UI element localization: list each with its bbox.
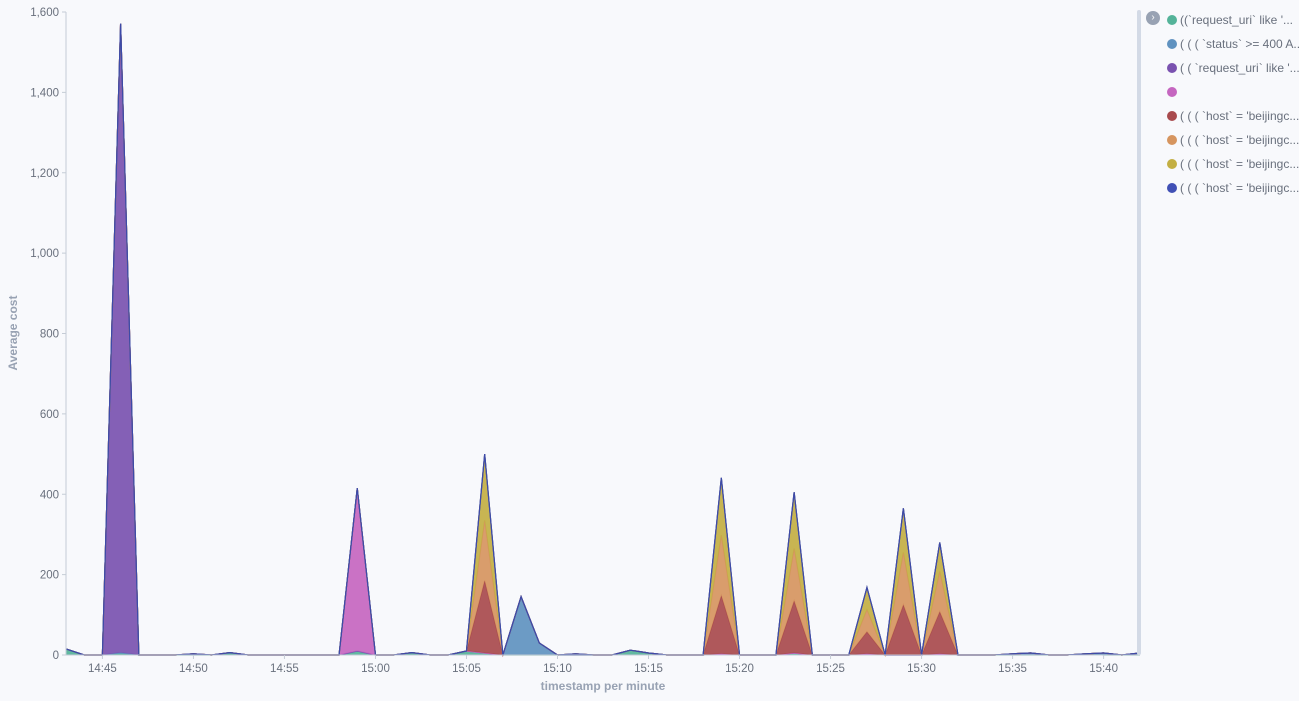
- y-tick-label: 1,400: [30, 87, 59, 99]
- series-areas: [65, 23, 1141, 658]
- legend-toggle-chevron-icon[interactable]: ›: [1146, 11, 1160, 25]
- series-area-7[interactable]: [66, 23, 1140, 655]
- axes: 14:45 14:50 14:55 15:00 15:05 15:10 15:15 15:20…: [65, 12, 1140, 675]
- legend-item[interactable]: ( ( ( `status` >= 400 A...: [1167, 32, 1299, 56]
- y-tick-label: 1,200: [30, 168, 59, 180]
- legend-label: ( ( ( `host` = 'beijingc...: [1180, 109, 1299, 123]
- legend-dot-icon: [1167, 159, 1177, 169]
- y-tick-label: 1,600: [30, 7, 59, 19]
- legend-dot-icon: [1167, 183, 1177, 193]
- series-area-6[interactable]: [66, 23, 1140, 655]
- series-area-1[interactable]: [66, 596, 1140, 655]
- series-line-5: [65, 23, 1141, 658]
- series-line-3: [65, 23, 1141, 656]
- x-tick-label: 14:45: [88, 663, 117, 675]
- series-line-7: [65, 23, 1141, 656]
- legend-label: ((`request_uri` like '...: [1180, 13, 1293, 27]
- series-line-2: [65, 23, 1141, 656]
- legend-dot-icon: [1167, 15, 1177, 25]
- x-axis-title: timestamp per minute: [541, 679, 666, 693]
- stack-outline: [65, 23, 1141, 656]
- legend: ((`request_uri` like '... ( ( ( `status`…: [1167, 8, 1299, 200]
- legend-dot-icon: [1167, 87, 1177, 97]
- legend-item[interactable]: ( ( ( `host` = 'beijingc...: [1167, 128, 1299, 152]
- legend-divider: [1137, 10, 1141, 655]
- series-area-2[interactable]: [66, 23, 1140, 655]
- legend-item[interactable]: ( ( ( `host` = 'beijingc...: [1167, 104, 1299, 128]
- y-tick-label: 0: [53, 650, 59, 662]
- x-tick-label: 14:50: [179, 663, 208, 675]
- series-line-0: [65, 648, 1140, 656]
- y-tick-label: 1,000: [30, 248, 59, 260]
- legend-dot-icon: [1167, 135, 1177, 145]
- legend-item[interactable]: ( ( ( `host` = 'beijingc...: [1167, 152, 1299, 176]
- x-tick-label: 15:10: [543, 663, 572, 675]
- legend-label: ( ( `request_uri` like '...: [1180, 61, 1299, 75]
- legend-item[interactable]: ( ( `request_uri` like '...: [1167, 56, 1299, 80]
- legend-label: ( ( ( `host` = 'beijingc...: [1180, 181, 1299, 195]
- legend-item[interactable]: [1167, 80, 1299, 104]
- y-axis-title: Average cost: [6, 296, 20, 371]
- series-area-5[interactable]: [66, 23, 1140, 655]
- series-line-4: [65, 23, 1141, 658]
- x-tick-label: 15:15: [634, 663, 663, 675]
- y-axis-ticks: 0 200 400 600 800 1,000 1,200 1,400 1,600: [30, 7, 66, 662]
- x-tick-label: 15:20: [725, 663, 754, 675]
- series-area-4[interactable]: [66, 23, 1140, 655]
- chart-area: 0 200 400 600 800 1,000 1,200 1,400 1,600 14:45 1…: [6, 7, 1141, 693]
- y-tick-label: 600: [40, 409, 59, 421]
- series-area-3[interactable]: [66, 23, 1140, 655]
- x-tick-label: 15:05: [452, 663, 481, 675]
- legend-item[interactable]: ((`request_uri` like '...: [1167, 8, 1299, 32]
- legend-label: ( ( ( `status` >= 400 A...: [1180, 37, 1299, 51]
- x-tick-label: 15:40: [1089, 663, 1118, 675]
- series-line-6: [65, 23, 1141, 656]
- x-tick-label: 15:00: [361, 663, 390, 675]
- y-tick-label: 200: [40, 570, 59, 582]
- x-tick-label: 15:35: [998, 663, 1027, 675]
- legend-label: ( ( ( `host` = 'beijingc...: [1180, 133, 1299, 147]
- legend-label: ( ( ( `host` = 'beijingc...: [1180, 157, 1299, 171]
- y-tick-label: 400: [40, 489, 59, 501]
- x-tick-label: 14:55: [270, 663, 299, 675]
- legend-dot-icon: [1167, 63, 1177, 73]
- x-tick-label: 15:25: [816, 663, 845, 675]
- x-tick-label: 15:30: [907, 663, 936, 675]
- legend-item[interactable]: ( ( ( `host` = 'beijingc...: [1167, 176, 1299, 200]
- y-tick-label: 800: [40, 329, 59, 341]
- legend-dot-icon: [1167, 39, 1177, 49]
- legend-dot-icon: [1167, 111, 1177, 121]
- series-line-1: [65, 594, 1141, 656]
